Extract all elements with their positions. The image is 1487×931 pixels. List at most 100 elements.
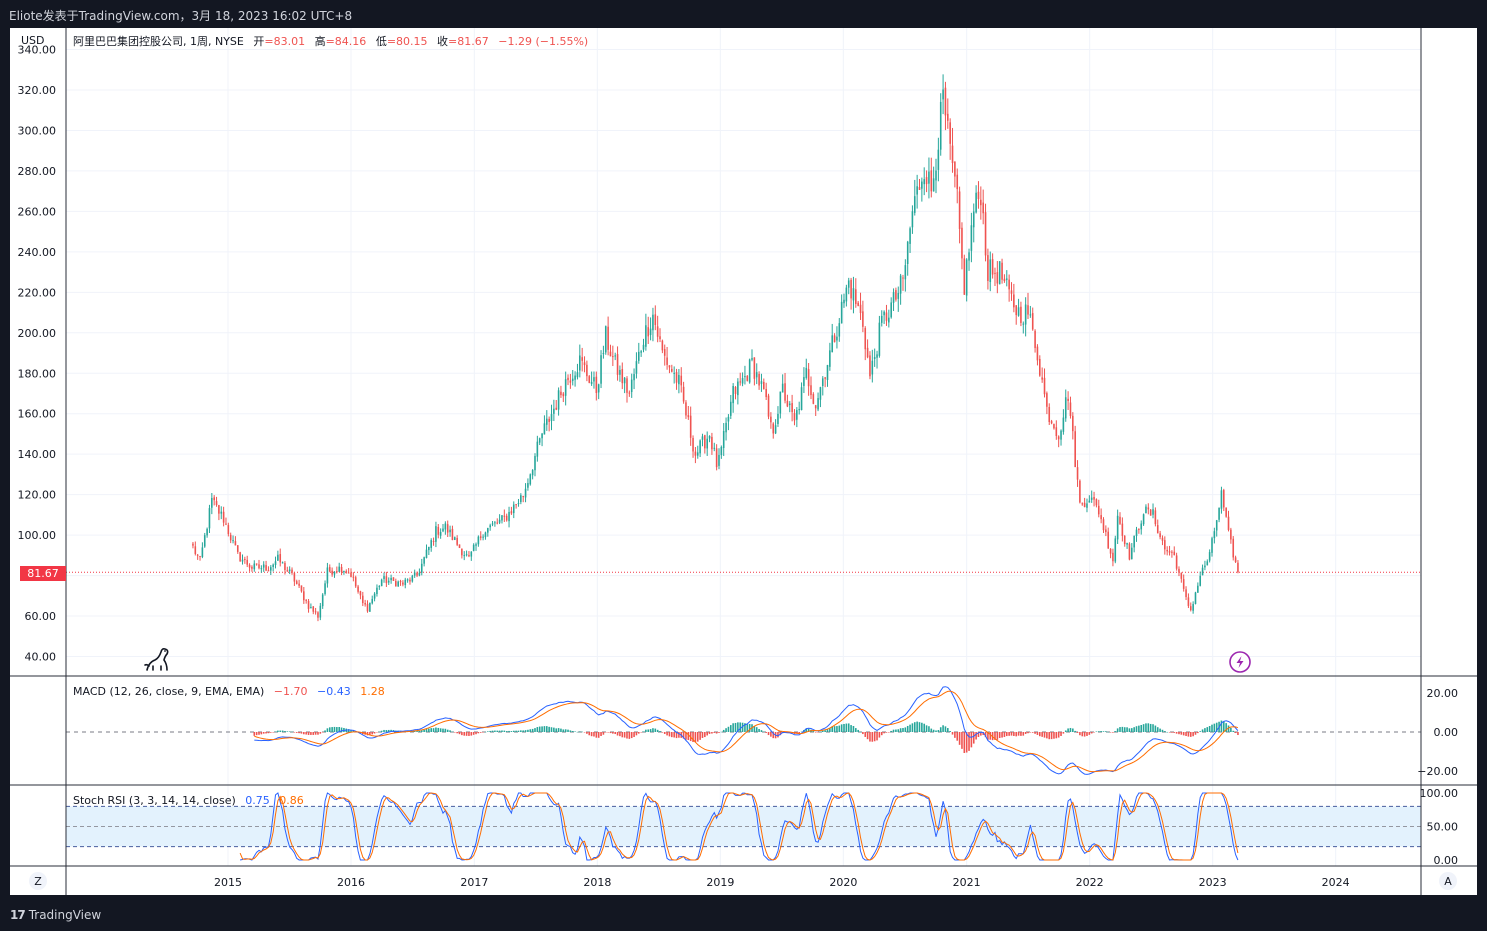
candle-body (524, 488, 527, 498)
candle-body (998, 261, 1001, 285)
candle-body (734, 386, 737, 394)
macd-histogram-bar (682, 732, 685, 739)
candle-body (267, 570, 270, 572)
brand-name: TradingView (28, 908, 102, 922)
macd-histogram-bar (1003, 732, 1006, 737)
macd-tick-label: −20.00 (1417, 765, 1458, 778)
macd-title: MACD (12, 26, close, 9, EMA, EMA) (73, 685, 264, 698)
candle-body (1029, 314, 1032, 316)
macd-histogram-bar (614, 732, 616, 735)
macd-histogram-bar (659, 730, 661, 732)
candle-body (885, 312, 888, 321)
macd-line (254, 686, 1239, 775)
macd-histogram-bar (303, 732, 305, 735)
candle-body (836, 336, 838, 341)
macd-histogram-bar (470, 732, 473, 736)
candle-body (517, 503, 520, 505)
macd-tick-label: 0.00 (1434, 726, 1459, 739)
macd-histogram-bar (588, 732, 591, 736)
macd-histogram-bar (1067, 728, 1069, 732)
candle-body (751, 358, 753, 360)
candle-body (206, 528, 208, 536)
candle-body (1133, 535, 1135, 548)
candle-body (395, 580, 397, 587)
macd-histogram-bar (494, 730, 496, 732)
candle-body (864, 328, 867, 350)
candle-body (413, 572, 416, 576)
macd-histogram-bar (536, 727, 539, 732)
candle-body (739, 381, 742, 383)
macd-histogram-bar (463, 732, 466, 736)
macd-histogram-bar (798, 732, 800, 734)
macd-histogram-bar (720, 731, 723, 733)
macd-histogram-bar (1204, 728, 1206, 732)
candle-body (767, 395, 770, 417)
time-tick-label: 2023 (1199, 876, 1227, 889)
macd-histogram-bar (453, 732, 456, 733)
candle-body (293, 573, 296, 582)
lightning-event-icon[interactable] (1229, 651, 1251, 673)
candle-body (1161, 537, 1164, 541)
candle-body (614, 355, 616, 357)
macd-histogram-bar (678, 732, 680, 738)
candle-body (1100, 515, 1102, 520)
candle-body (880, 315, 883, 323)
candle-body (545, 418, 548, 425)
macd-histogram-bar (534, 728, 536, 732)
auto-scale-button[interactable]: A (1439, 872, 1457, 890)
candle-body (1220, 490, 1223, 509)
candle-body (706, 438, 708, 449)
macd-histogram-bar (428, 728, 430, 732)
candle-body (1017, 307, 1020, 316)
candle-body (1227, 516, 1230, 530)
macd-histogram-bar (727, 726, 730, 732)
macd-histogram-bar (666, 732, 668, 736)
macd-histogram-bar (328, 727, 331, 732)
macd-histogram-bar (1149, 723, 1152, 732)
macd-histogram-bar (859, 731, 862, 733)
macd-histogram-bar (1197, 732, 1199, 734)
candle-body (1060, 430, 1062, 440)
macd-histogram-bar (630, 732, 633, 739)
candle-body (779, 391, 782, 414)
candle-body (1003, 278, 1006, 281)
macd-histogram-bar (732, 723, 734, 732)
time-tick-label: 2024 (1322, 876, 1350, 889)
price-tick-label: 180.00 (18, 367, 57, 380)
candle-body (786, 400, 789, 407)
candle-body (1064, 397, 1067, 419)
candle-body (890, 302, 892, 318)
candle-body (845, 287, 848, 302)
candle-body (1123, 535, 1126, 545)
candle-body (1206, 561, 1209, 566)
candle-body (1140, 523, 1143, 530)
macd-histogram-bar (1055, 732, 1058, 739)
macd-histogram-bar (482, 732, 484, 733)
candle-body (694, 451, 697, 456)
candle-body (494, 522, 496, 524)
macd-histogram-bar (1121, 726, 1124, 732)
macd-histogram-bar (529, 729, 532, 732)
zoom-button[interactable]: Z (29, 872, 47, 890)
macd-histogram-bar (1171, 732, 1173, 733)
candle-body (567, 377, 569, 381)
macd-histogram-bar (972, 732, 975, 744)
macd-histogram-bar (512, 730, 515, 732)
macd-histogram-bar (857, 729, 859, 732)
macd-histogram-bar (576, 731, 579, 733)
candle-body (1050, 421, 1053, 424)
candle-body (682, 386, 685, 402)
tradingview-logo[interactable]: 17 TradingView (10, 908, 101, 922)
candle-body (975, 192, 977, 213)
macd-histogram-bar (640, 732, 642, 733)
candle-body (621, 369, 624, 384)
candle-body (793, 413, 796, 421)
macd-histogram-bar (692, 732, 694, 743)
macd-histogram-bar (935, 730, 937, 732)
dino-logo-icon[interactable] (144, 648, 169, 671)
candle-body (913, 196, 916, 213)
candle-body (310, 607, 312, 609)
candle-body (295, 581, 298, 584)
candle-body (925, 177, 928, 185)
